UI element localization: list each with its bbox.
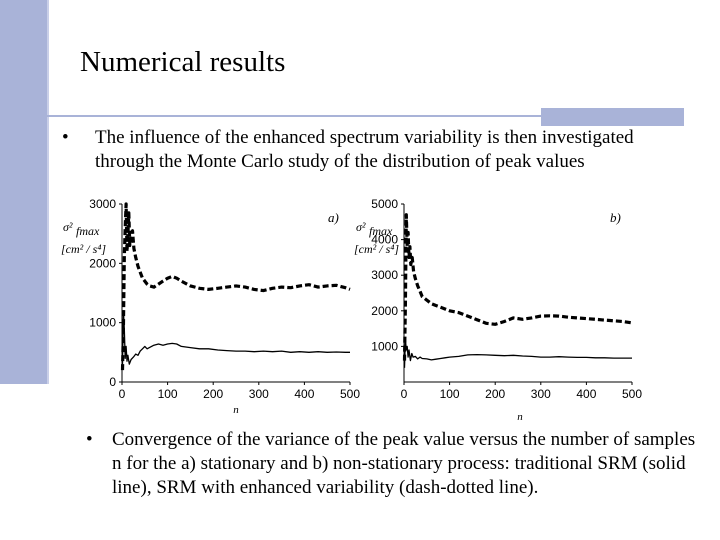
- bullet-dot: •: [62, 127, 69, 148]
- series-line-traditional-srm: [121, 310, 350, 365]
- y-axis-label-symbol: σ²: [63, 220, 73, 234]
- panel-label: b): [610, 210, 621, 225]
- y-axis-label-subscript: fmax: [76, 224, 100, 238]
- y-axis-label-subscript: fmax: [369, 224, 393, 238]
- series-line-enhanced-variability: [120, 202, 351, 371]
- y-tick-label: 2000: [89, 256, 116, 270]
- title-underline-block: [541, 108, 684, 126]
- decorative-side-bar-shadow: [47, 0, 49, 384]
- x-tick-label: 400: [576, 387, 596, 401]
- x-tick-label: 300: [249, 387, 269, 401]
- x-tick-label: 200: [485, 387, 505, 401]
- title-underline: [47, 115, 542, 117]
- x-axis-label: n: [233, 404, 239, 416]
- x-tick-label: 500: [340, 387, 360, 401]
- decorative-side-bar: [0, 0, 47, 384]
- y-axis-label-units: [cm² / s⁴]: [61, 242, 106, 256]
- x-tick-label: 0: [401, 387, 408, 401]
- bullet-text: Convergence of the variance of the peak …: [112, 429, 696, 498]
- y-tick-label: 2000: [371, 304, 398, 318]
- chart-panel-b: 0 100 200 300 400 500 1000 2000 3000 4000 5000 b) σ²…: [354, 197, 642, 423]
- slide-title: Numerical results: [80, 46, 286, 78]
- bullet-text: The influence of the enhanced spectrum v…: [95, 127, 634, 172]
- y-tick-label: 3000: [89, 197, 116, 211]
- chart-panel-a: 0 100 200 300 400 500 0 1000 2000 3000 a) σ² fmax [cm…: [61, 197, 360, 416]
- y-tick-label: 1000: [89, 316, 116, 330]
- y-tick-label: 4000: [371, 233, 398, 247]
- x-tick-label: 400: [294, 387, 314, 401]
- bullet-dot: •: [86, 429, 93, 450]
- y-axis-label-symbol: σ²: [356, 220, 366, 234]
- y-tick-label: 1000: [371, 339, 398, 353]
- series-line-enhanced-variability: [402, 213, 633, 361]
- x-tick-label: 100: [440, 387, 460, 401]
- x-tick-label: 200: [203, 387, 223, 401]
- x-tick-label: 300: [531, 387, 551, 401]
- y-axis-label-units: [cm² / s⁴]: [354, 242, 399, 256]
- x-tick-label: 500: [622, 387, 642, 401]
- x-tick-label: 100: [158, 387, 178, 401]
- x-axis-label: n: [517, 411, 523, 423]
- y-tick-label: 3000: [371, 268, 398, 282]
- x-tick-label: 0: [119, 387, 126, 401]
- y-tick-label: 5000: [371, 197, 398, 211]
- series-line-traditional-srm: [403, 338, 632, 368]
- y-tick-label: 0: [109, 375, 116, 389]
- panel-label: a): [328, 210, 339, 225]
